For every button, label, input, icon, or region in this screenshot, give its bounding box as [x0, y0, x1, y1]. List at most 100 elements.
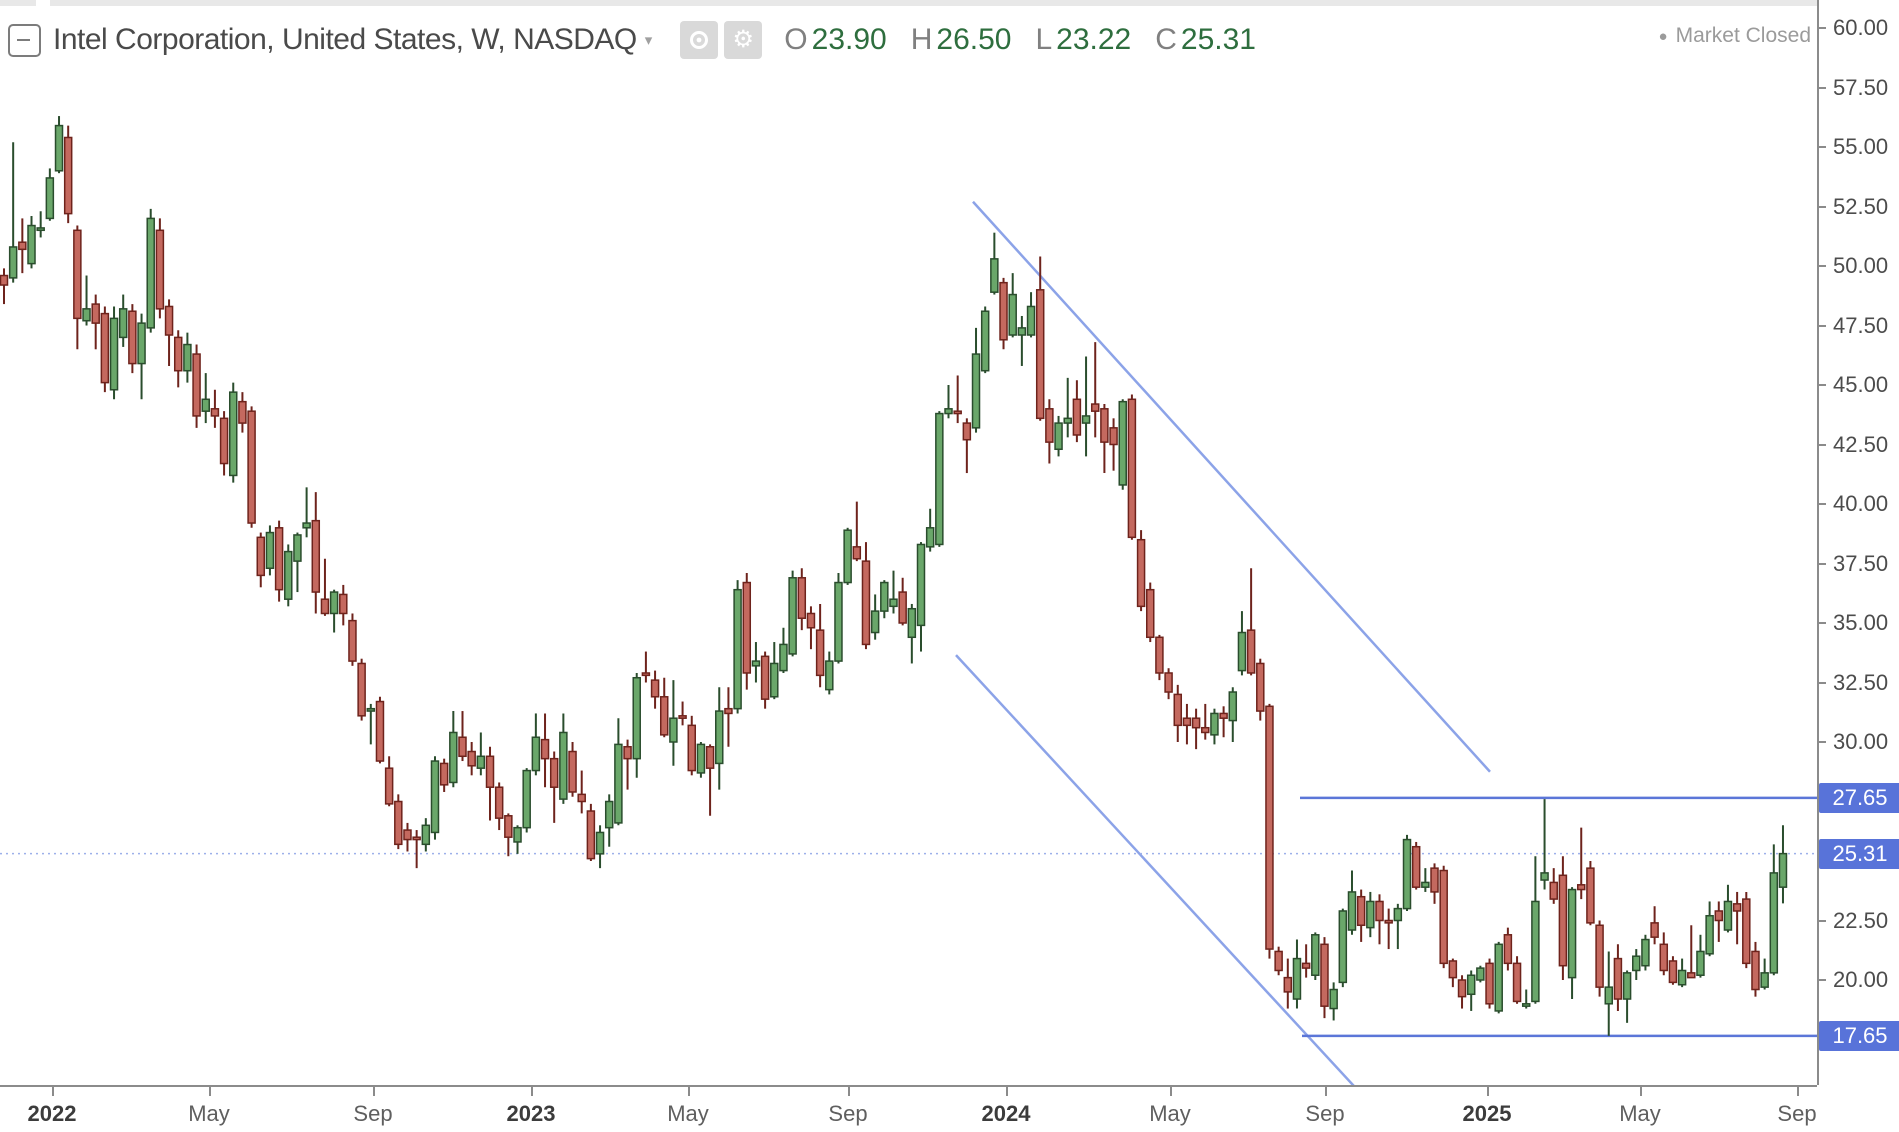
candle[interactable]	[586, 803, 596, 861]
candle[interactable]	[715, 687, 724, 790]
candle[interactable]	[971, 327, 981, 433]
candle[interactable]	[1146, 582, 1155, 643]
candle[interactable]	[1118, 399, 1127, 490]
candle[interactable]	[724, 687, 733, 747]
candle[interactable]	[1466, 970, 1476, 1011]
candle[interactable]	[1081, 356, 1091, 457]
candle[interactable]	[375, 696, 385, 764]
candle[interactable]	[907, 603, 917, 664]
candle[interactable]	[990, 232, 999, 295]
candle[interactable]	[650, 670, 660, 709]
candle[interactable]	[329, 589, 339, 633]
candle[interactable]	[1210, 708, 1219, 745]
candle[interactable]	[229, 382, 238, 483]
candle[interactable]	[1384, 908, 1393, 950]
candlestick-plot[interactable]	[0, 0, 1817, 1085]
candle[interactable]	[173, 330, 183, 388]
candle[interactable]	[219, 411, 229, 476]
candle[interactable]	[687, 715, 696, 776]
candle[interactable]	[449, 711, 458, 788]
candle[interactable]	[1677, 958, 1687, 988]
candle[interactable]	[678, 701, 687, 726]
candle[interactable]	[1705, 901, 1714, 957]
candle[interactable]	[522, 768, 531, 833]
candle[interactable]	[1008, 273, 1017, 338]
candle[interactable]	[604, 794, 614, 847]
candle[interactable]	[421, 818, 431, 852]
candle[interactable]	[1228, 687, 1238, 742]
candle[interactable]	[540, 713, 550, 788]
candle[interactable]	[1696, 934, 1705, 978]
candle[interactable]	[1182, 703, 1192, 745]
candle[interactable]	[1274, 946, 1283, 976]
candle[interactable]	[852, 501, 862, 562]
candle[interactable]	[192, 344, 201, 428]
candle[interactable]	[1439, 865, 1448, 969]
candle[interactable]	[1769, 844, 1779, 976]
candle[interactable]	[760, 651, 770, 709]
candle[interactable]	[898, 577, 907, 626]
candle[interactable]	[1265, 703, 1274, 959]
candle[interactable]	[1476, 965, 1485, 983]
candle[interactable]	[1632, 949, 1641, 980]
candle[interactable]	[944, 385, 953, 419]
candle[interactable]	[880, 580, 889, 619]
candle[interactable]	[980, 306, 990, 374]
candle[interactable]	[1622, 970, 1632, 1023]
candle[interactable]	[1613, 944, 1623, 1011]
candle[interactable]	[18, 218, 27, 274]
candle[interactable]	[1127, 394, 1137, 540]
candle[interactable]	[1375, 894, 1384, 945]
candle[interactable]	[100, 306, 110, 393]
candle[interactable]	[118, 294, 128, 347]
candle[interactable]	[1521, 989, 1531, 1009]
candle[interactable]	[1054, 415, 1063, 457]
candle[interactable]	[1072, 380, 1082, 443]
candle[interactable]	[357, 658, 366, 721]
candle[interactable]	[577, 770, 586, 814]
candle[interactable]	[1457, 975, 1467, 1009]
candle[interactable]	[788, 570, 797, 657]
legend-collapse-icon[interactable]	[8, 23, 41, 57]
candle[interactable]	[861, 542, 871, 650]
candle[interactable]	[339, 584, 348, 626]
candle[interactable]	[1430, 863, 1439, 904]
candle[interactable]	[595, 825, 605, 869]
candle[interactable]	[806, 606, 816, 650]
candle[interactable]	[91, 294, 100, 350]
candle[interactable]	[1531, 856, 1540, 1004]
candle[interactable]	[1687, 925, 1696, 979]
settings-button[interactable]: ⚙	[724, 21, 763, 59]
candle[interactable]	[476, 732, 486, 776]
candle[interactable]	[320, 558, 330, 616]
candle[interactable]	[1173, 684, 1183, 742]
candle[interactable]	[797, 568, 807, 631]
candle[interactable]	[1017, 315, 1027, 366]
candle[interactable]	[366, 703, 376, 745]
candle[interactable]	[247, 406, 256, 528]
candle[interactable]	[1576, 827, 1586, 900]
candle[interactable]	[1292, 939, 1302, 1009]
candle[interactable]	[146, 208, 155, 333]
candle[interactable]	[1311, 932, 1320, 980]
trendline-upper-channel[interactable]	[972, 200, 1491, 773]
candle[interactable]	[256, 532, 266, 588]
candle[interactable]	[1549, 868, 1558, 904]
candle[interactable]	[164, 299, 174, 366]
candle[interactable]	[559, 713, 568, 804]
candle[interactable]	[1109, 418, 1118, 471]
candle[interactable]	[1641, 934, 1650, 971]
candle[interactable]	[870, 594, 880, 640]
candle[interactable]	[384, 756, 394, 807]
candle[interactable]	[696, 742, 706, 778]
candle[interactable]	[1026, 292, 1036, 338]
candle[interactable]	[531, 713, 541, 776]
candle[interactable]	[1136, 530, 1146, 612]
candle[interactable]	[1201, 703, 1210, 740]
candle[interactable]	[1035, 256, 1045, 421]
candle[interactable]	[439, 758, 449, 792]
candle[interactable]	[394, 794, 403, 850]
candle[interactable]	[1448, 958, 1458, 988]
candle[interactable]	[549, 751, 559, 823]
candle[interactable]	[403, 822, 412, 852]
